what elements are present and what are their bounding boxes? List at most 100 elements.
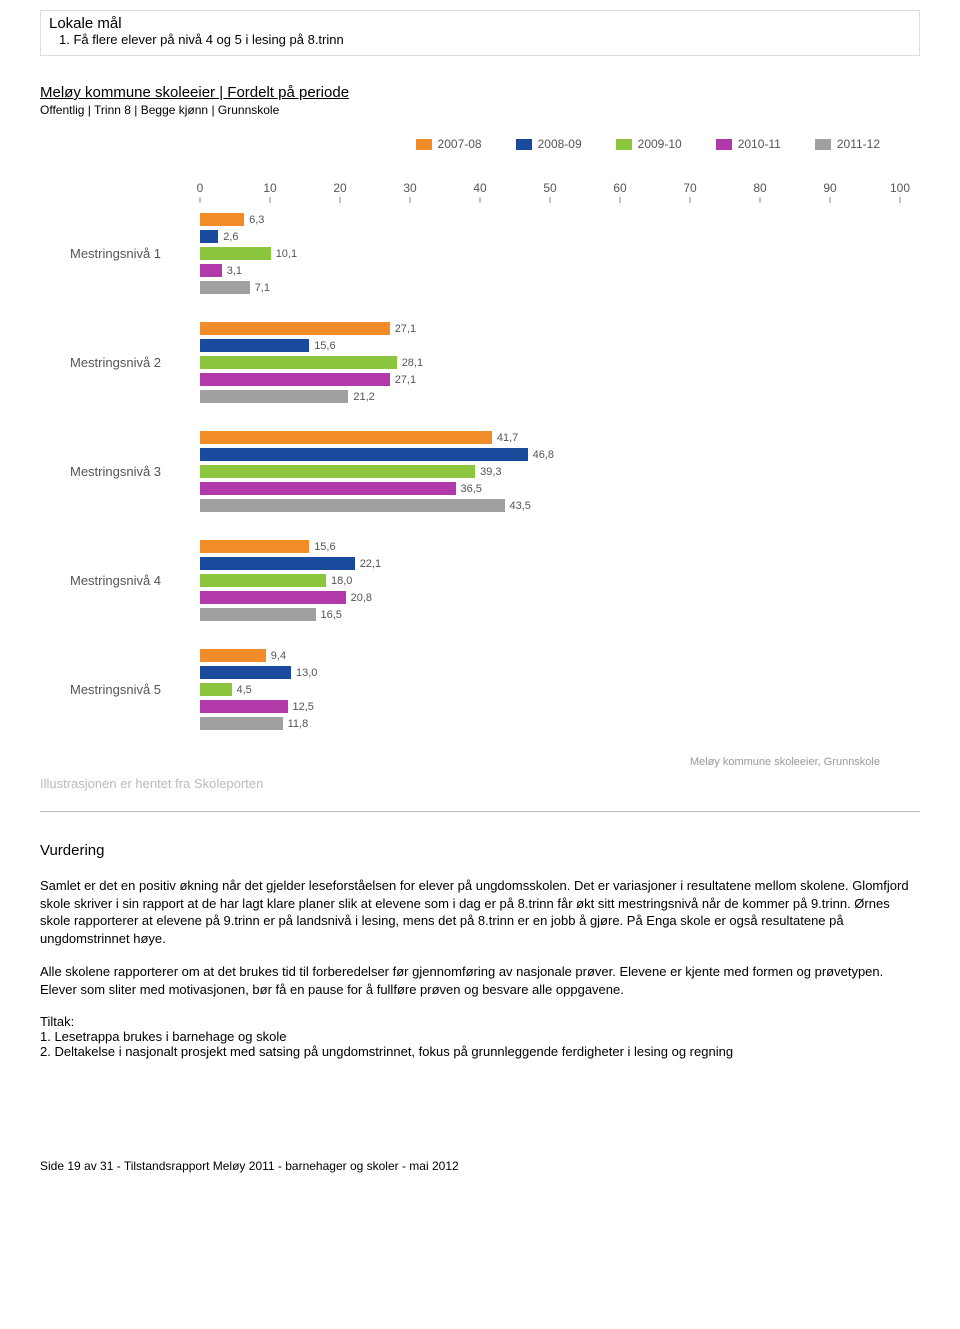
tiltak-item-2: 2. Deltakelse i nasjonalt prosjekt med s… <box>40 1044 920 1059</box>
bar-row: 18,0 <box>200 572 900 589</box>
bar <box>200 281 250 294</box>
group-label: Mestringsnivå 5 <box>70 647 200 732</box>
group-bars: 27,1 15,6 28,1 27,1 21,2 <box>200 320 900 405</box>
legend-swatch <box>716 139 732 150</box>
axis-tick-label: 50 <box>543 181 556 195</box>
bar-row: 7,1 <box>200 279 900 296</box>
group-bars: 15,6 22,1 18,0 20,8 16,5 <box>200 538 900 623</box>
bar <box>200 431 492 444</box>
tiltak-label: Tiltak: <box>40 1014 920 1029</box>
bar <box>200 700 288 713</box>
legend-item: 2009-10 <box>616 137 682 151</box>
group-bars: 9,413,04,512,511,8 <box>200 647 900 732</box>
axis-tick-label: 80 <box>753 181 766 195</box>
bar-value-label: 4,5 <box>237 684 252 696</box>
section-heading: Meløy kommune skoleeier | Fordelt på per… <box>40 84 920 101</box>
bar-row: 20,8 <box>200 589 900 606</box>
chart-group: Mestringsnivå 415,622,118,020,816,5 <box>70 538 920 623</box>
bar-value-label: 27,1 <box>395 323 416 335</box>
axis-tick-label: 90 <box>823 181 836 195</box>
legend-item: 2011-12 <box>815 137 880 151</box>
chart-group: Mestringsnivå 59,413,04,512,511,8 <box>70 647 920 732</box>
bar <box>200 717 283 730</box>
bar-value-label: 22,1 <box>360 558 381 570</box>
chart-group: Mestringsnivå 16,32,610,13,17,1 <box>70 211 920 296</box>
axis-tick-mark <box>550 197 551 203</box>
bar <box>200 540 309 553</box>
group-label: Mestringsnivå 1 <box>70 211 200 296</box>
bar-row: 12,5 <box>200 698 900 715</box>
chart-axis: 0102030405060708090100 <box>70 181 920 197</box>
axis-tick-label: 100 <box>890 181 910 195</box>
bar-value-label: 13,0 <box>296 667 317 679</box>
bar-row: 28,1 <box>200 354 900 371</box>
bar-row: 2,6 <box>200 228 900 245</box>
legend-item: 2007-08 <box>416 137 482 151</box>
axis-tick-label: 30 <box>403 181 416 195</box>
axis-tick-mark <box>410 197 411 203</box>
bar-row: 43,5 <box>200 497 900 514</box>
group-label: Mestringsnivå 3 <box>70 429 200 514</box>
bar-row: 22,1 <box>200 555 900 572</box>
bar-row: 36,5 <box>200 480 900 497</box>
axis-tick-label: 0 <box>197 181 204 195</box>
page-footer: Side 19 av 31 - Tilstandsrapport Meløy 2… <box>40 1159 920 1173</box>
bar-row: 4,5 <box>200 681 900 698</box>
legend-swatch <box>416 139 432 150</box>
bar-value-label: 3,1 <box>227 265 242 277</box>
axis-tick-mark <box>340 197 341 203</box>
bar <box>200 683 232 696</box>
vurdering-heading: Vurdering <box>40 842 920 859</box>
bar-row: 3,1 <box>200 262 900 279</box>
bar-value-label: 12,5 <box>293 701 314 713</box>
bar-row: 27,1 <box>200 320 900 337</box>
axis-tick-label: 10 <box>263 181 276 195</box>
legend-swatch <box>516 139 532 150</box>
bar-value-label: 7,1 <box>255 282 270 294</box>
bar-value-label: 15,6 <box>314 541 335 553</box>
legend-swatch <box>815 139 831 150</box>
axis-tick-mark <box>620 197 621 203</box>
bar <box>200 591 346 604</box>
bar-row: 21,2 <box>200 388 900 405</box>
bar-value-label: 16,5 <box>321 609 342 621</box>
bar <box>200 356 397 369</box>
bar <box>200 230 218 243</box>
goal-item: 1. Få flere elever på nivå 4 og 5 i lesi… <box>59 32 911 47</box>
bar <box>200 322 390 335</box>
group-bars: 6,32,610,13,17,1 <box>200 211 900 296</box>
bar-value-label: 46,8 <box>533 449 554 461</box>
legend-swatch <box>616 139 632 150</box>
bar-row: 39,3 <box>200 463 900 480</box>
bar-value-label: 43,5 <box>510 500 531 512</box>
legend-label: 2010-11 <box>738 137 781 151</box>
bar-value-label: 21,2 <box>353 391 374 403</box>
bar-row: 15,6 <box>200 337 900 354</box>
axis-tick-mark <box>270 197 271 203</box>
axis-tick-label: 70 <box>683 181 696 195</box>
bar-value-label: 9,4 <box>271 650 286 662</box>
bar-value-label: 27,1 <box>395 374 416 386</box>
bar <box>200 448 528 461</box>
bar-value-label: 20,8 <box>351 592 372 604</box>
legend-item: 2010-11 <box>716 137 781 151</box>
bar-row: 46,8 <box>200 446 900 463</box>
group-label: Mestringsnivå 2 <box>70 320 200 405</box>
bar-row: 41,7 <box>200 429 900 446</box>
axis-tick-label: 20 <box>333 181 346 195</box>
bar-row: 27,1 <box>200 371 900 388</box>
axis-tick-mark <box>690 197 691 203</box>
group-bars: 41,7 46,8 39,3 36,5 43,5 <box>200 429 900 514</box>
legend-label: 2011-12 <box>837 137 880 151</box>
bar-value-label: 28,1 <box>402 357 423 369</box>
bar <box>200 339 309 352</box>
bar <box>200 574 326 587</box>
chart-group: Mestringsnivå 341,7 46,8 39,3 36,5 43,5 <box>70 429 920 514</box>
axis-tick-mark <box>830 197 831 203</box>
bar-value-label: 39,3 <box>480 466 501 478</box>
bar <box>200 247 271 260</box>
divider <box>40 811 920 812</box>
bar-row: 6,3 <box>200 211 900 228</box>
bar-value-label: 15,6 <box>314 340 335 352</box>
bar <box>200 666 291 679</box>
